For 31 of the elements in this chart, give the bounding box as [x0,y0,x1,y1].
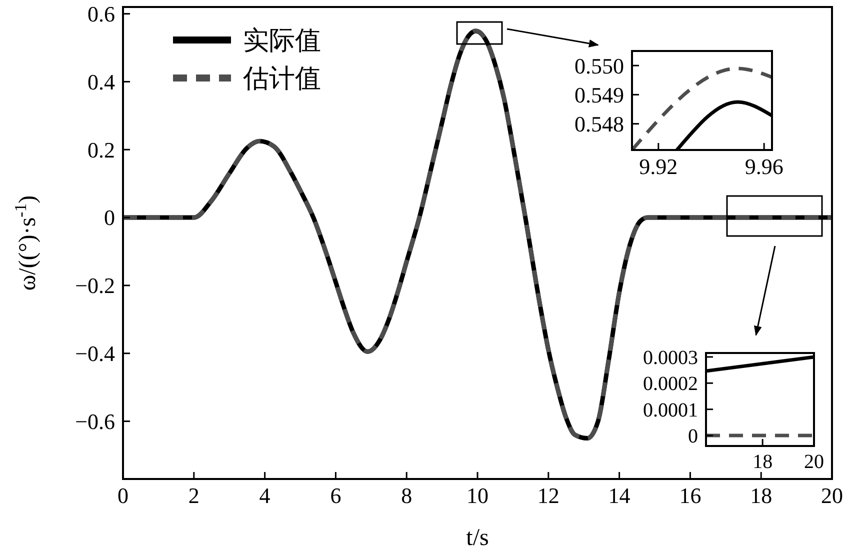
x-tick-label: 8 [401,483,412,508]
y-tick-label: 0.0002 [643,373,698,396]
x-tick-label: 18 [750,483,772,508]
y-tick-label: −0.6 [75,408,115,434]
y-tick-label: 0.548 [574,111,624,136]
x-tick-label: 16 [679,483,702,508]
x-tick-label: 6 [330,483,342,508]
x-tick-label: 10 [466,483,488,508]
y-tick-label: −0.2 [75,273,115,298]
y-tick-label: 0 [104,205,115,230]
y-tick-label: 0.0003 [643,346,698,369]
x-tick-label: 20 [821,483,843,508]
y-tick-label: 0.550 [574,53,624,78]
x-axis-title: t/s [466,525,489,551]
y-tick-label: 0.0001 [643,399,698,422]
x-tick-label: 9.92 [639,154,678,179]
x-tick-label: 4 [259,483,270,508]
x-tick-label: 14 [608,483,630,508]
x-tick-label: 2 [188,483,200,508]
y-tick-label: −0.4 [75,341,115,366]
x-tick-label: 12 [537,483,560,508]
y-tick-label: 0.4 [88,69,115,94]
legend-label: 估计值 [242,64,321,94]
legend-label: 实际值 [243,26,321,56]
y-tick-label: 0.549 [574,82,624,108]
y-tick-label: 0 [688,426,698,448]
x-tick-label: 18 [752,451,773,473]
y-tick-label: 0.2 [88,137,115,162]
y-tick-label: 0.6 [88,1,115,26]
x-tick-label: 20 [804,451,824,473]
x-tick-label: 9.96 [744,154,784,179]
